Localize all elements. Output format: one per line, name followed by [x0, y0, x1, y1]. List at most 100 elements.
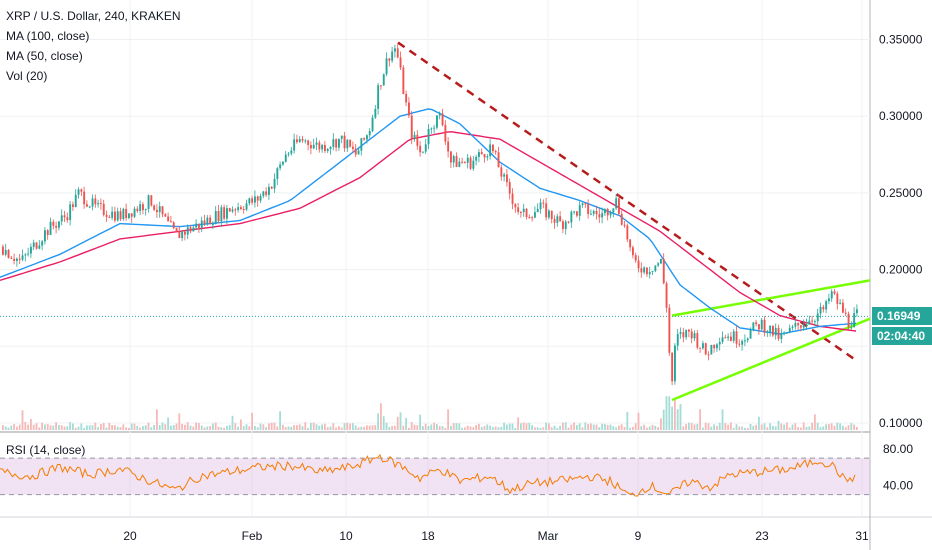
candle-body: [539, 202, 542, 210]
candle-body: [310, 144, 312, 149]
candle-body: [142, 204, 144, 211]
volume-bar: [800, 427, 802, 430]
candle-body: [30, 246, 32, 254]
volume-bar: [382, 416, 385, 430]
volume-bar: [738, 426, 741, 430]
volume-bar: [612, 426, 615, 430]
volume-bar: [153, 425, 155, 430]
volume-bar: [380, 403, 382, 430]
volume-bar: [615, 427, 617, 430]
volume-bar: [69, 422, 71, 430]
volume-bar: [77, 426, 80, 430]
rsi-label[interactable]: RSI (14, close): [6, 443, 86, 457]
volume-bar: [704, 422, 707, 430]
candle-body: [665, 283, 668, 308]
volume-bar: [514, 427, 517, 430]
volume-bar: [763, 423, 766, 430]
candle-body: [590, 213, 592, 215]
volume-bar: [721, 409, 724, 430]
price-tick-label: 0.20000: [879, 263, 923, 277]
candle-body: [828, 298, 830, 302]
candle-body: [80, 189, 83, 192]
volume-bar: [654, 425, 657, 430]
volume-bar: [688, 422, 690, 430]
candle-body: [133, 208, 136, 217]
volume-bar: [352, 423, 354, 430]
candle-body: [366, 135, 368, 140]
candle-body: [203, 220, 206, 224]
time-tick-label: 18: [421, 529, 435, 543]
volume-bar: [640, 426, 643, 430]
volume-bar: [86, 425, 88, 430]
candle-body: [60, 215, 63, 222]
volume-bar: [366, 425, 368, 430]
volume-bar: [422, 426, 424, 430]
volume-bar: [410, 422, 413, 430]
volume-bar: [41, 422, 43, 430]
candle-body: [534, 212, 536, 218]
volume-bar: [318, 425, 321, 430]
volume-label[interactable]: Vol (20): [6, 69, 48, 83]
volume-bar: [595, 424, 598, 430]
candle-body: [100, 203, 102, 205]
volume-bar: [455, 423, 458, 430]
candle-body: [2, 246, 4, 255]
candle-body: [385, 58, 388, 75]
volume-bar: [525, 423, 528, 430]
volume-bar: [623, 426, 626, 430]
volume-bar: [718, 422, 721, 430]
volume-bar: [450, 425, 452, 430]
candle-body: [618, 198, 620, 214]
time-axis[interactable]: 20 Feb 10 18 Mar 9 23 31: [123, 529, 869, 543]
symbol-title[interactable]: XRP / U.S. Dollar, 240, KRAKEN: [6, 9, 181, 23]
candle-body: [464, 162, 466, 164]
volume-bar: [326, 427, 329, 430]
candle-body: [819, 306, 822, 314]
candle-body: [405, 93, 408, 103]
candle-body: [842, 302, 844, 313]
volume-bar: [696, 423, 699, 430]
candle-body: [119, 211, 122, 220]
volume-bar: [354, 425, 357, 430]
candle-body: [139, 204, 142, 212]
candle-body: [200, 220, 203, 228]
volume-bar: [237, 426, 239, 430]
candle-body: [220, 207, 223, 222]
candle-body: [270, 186, 273, 189]
volume-bar: [251, 412, 253, 430]
volume-bar: [108, 423, 111, 430]
candle-body: [606, 209, 609, 216]
volume-bar: [27, 424, 29, 430]
candle-body: [172, 222, 175, 229]
candle-body: [156, 209, 158, 213]
volume-bar: [598, 427, 601, 430]
candle-body: [758, 324, 760, 330]
candle-body: [164, 214, 167, 217]
candle-body: [671, 352, 674, 382]
candle-body: [175, 228, 178, 232]
candle-body: [206, 217, 209, 224]
candle-body: [483, 154, 486, 158]
volume-bar: [741, 426, 743, 430]
volume-bar: [262, 424, 265, 430]
candle-body: [318, 142, 321, 150]
trendlines[interactable]: [0, 41, 871, 402]
candle-body: [427, 128, 430, 145]
candle-body: [822, 306, 825, 310]
price-axis[interactable]: 0.35000 0.30000 0.25000 0.20000 0.10000: [879, 33, 923, 431]
candle-body: [478, 152, 480, 157]
ma100-label[interactable]: MA (100, close): [6, 29, 90, 43]
volume-bar: [290, 426, 293, 430]
trendline-wedge-lower: [671, 317, 871, 402]
candle-body: [452, 156, 455, 163]
volume-bar: [844, 427, 847, 430]
candle-body: [856, 309, 858, 314]
candle-body: [786, 332, 788, 334]
time-tick-label: 31: [855, 529, 869, 543]
candle-body: [13, 258, 16, 262]
ma50-label[interactable]: MA (50, close): [6, 49, 83, 63]
volume-bar: [618, 425, 620, 430]
candle-body: [506, 174, 508, 183]
candle-body: [763, 319, 766, 333]
